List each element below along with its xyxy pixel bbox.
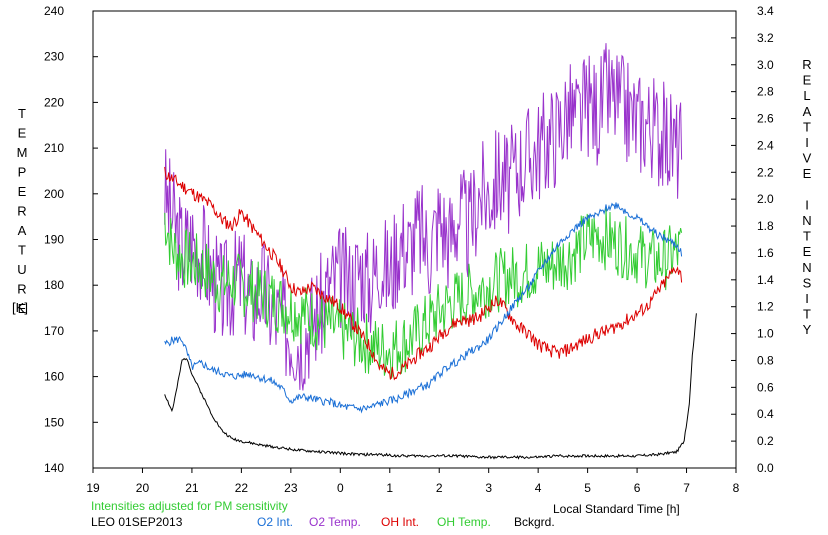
- left-tick-label: 230: [44, 50, 64, 64]
- right-tick-label: 1.0: [757, 327, 774, 341]
- right-tick-label: 0.6: [757, 380, 774, 394]
- left-tick-label: 140: [44, 461, 64, 475]
- right-axis-label-letter: E: [803, 244, 812, 259]
- right-tick-label: 2.2: [757, 165, 774, 179]
- series-layer: [164, 43, 697, 460]
- legend-oh-int: OH Int.: [381, 515, 420, 529]
- x-tick-label: 6: [634, 481, 641, 495]
- left-tick-label: 170: [44, 324, 64, 338]
- right-axis-label-letter: R: [802, 57, 811, 72]
- series-line-oh-temp: [164, 208, 683, 379]
- right-axis-label-letter: N: [802, 213, 811, 228]
- x-tick-label: 23: [284, 481, 298, 495]
- left-axis-label-letter: U: [17, 262, 26, 277]
- right-tick-label: 2.0: [757, 192, 774, 206]
- series-line-o2-temp: [164, 43, 683, 391]
- x-axis-label: Local Standard Time [h]: [553, 502, 680, 516]
- left-axis-label-letter: P: [18, 165, 27, 180]
- right-tick-label: 2.8: [757, 85, 774, 99]
- right-tick-label: 2.6: [757, 112, 774, 126]
- left-tick-label: 160: [44, 370, 64, 384]
- left-axis-label-letter: T: [18, 106, 26, 121]
- left-tick-label: 190: [44, 233, 64, 247]
- x-axis: 19 20 21 22 23 0 1 2 3 4 5 6 7 8: [86, 468, 740, 495]
- x-tick-label: 19: [86, 481, 100, 495]
- left-tick-label: 180: [44, 278, 64, 292]
- right-axis-label-letter: I: [805, 135, 809, 150]
- left-axis-label-letter: E: [18, 126, 27, 141]
- right-tick-label: 1.6: [757, 246, 774, 260]
- right-axis-label-letter: I: [805, 291, 809, 306]
- x-tick-label: 2: [436, 481, 443, 495]
- right-tick-label: 1.4: [757, 273, 774, 287]
- legend-o2-int: O2 Int.: [257, 515, 294, 529]
- x-tick-label: 5: [584, 481, 591, 495]
- right-axis-label-letter: L: [803, 88, 810, 103]
- right-axis-label-letter: T: [803, 229, 811, 244]
- right-axis: 0.0 0.2 0.4 0.6 0.8 1.0 1.2 1.4 1.6 1.8 2.0 2.2 2.4 2…: [731, 4, 774, 475]
- right-axis-label-letter: I: [805, 197, 809, 212]
- right-axis-label-letter: E: [803, 166, 812, 181]
- left-axis-label-letter: R: [17, 282, 26, 297]
- x-tick-label: 20: [136, 481, 150, 495]
- series-line-o2-int: [164, 202, 683, 414]
- right-axis-label-letter: A: [803, 104, 812, 119]
- series-line-bckgrd: [164, 313, 697, 460]
- right-axis-label-letter: N: [802, 260, 811, 275]
- right-axis-label-letter: T: [803, 307, 811, 322]
- adjust-note: Intensities adjusted for PM sensitivity: [91, 499, 288, 513]
- right-axis-label-letter: T: [803, 119, 811, 134]
- right-tick-label: 0.2: [757, 434, 774, 448]
- left-tick-label: 240: [44, 4, 64, 18]
- left-axis-label-letter: E: [18, 301, 27, 316]
- x-tick-label: 4: [535, 481, 542, 495]
- left-axis-label-letter: M: [17, 145, 28, 160]
- right-tick-label: 3.2: [757, 31, 774, 45]
- legend-bckgrd: Bckgrd.: [514, 515, 555, 529]
- left-axis-label-letter: T: [18, 243, 26, 258]
- right-axis-label-letter: E: [803, 73, 812, 88]
- right-axis-label-letter: Y: [803, 322, 812, 337]
- left-axis: 140 150 160 170 180 190 200 210 220 230 240: [44, 4, 98, 475]
- right-tick-label: 0.0: [757, 461, 774, 475]
- right-tick-label: 1.8: [757, 219, 774, 233]
- x-tick-label: 3: [485, 481, 492, 495]
- left-axis-unit: [K]: [12, 300, 28, 315]
- x-tick-label: 22: [235, 481, 249, 495]
- station-date: LEO 01SEP2013: [91, 515, 183, 529]
- x-tick-label: 7: [683, 481, 690, 495]
- x-tick-label: 1: [386, 481, 393, 495]
- right-axis-label-letter: S: [803, 275, 812, 290]
- left-axis-label-letter: A: [18, 223, 27, 238]
- left-tick-label: 150: [44, 415, 64, 429]
- left-tick-label: 210: [44, 141, 64, 155]
- left-axis-label-letter: R: [17, 204, 26, 219]
- right-tick-label: 2.4: [757, 138, 774, 152]
- x-tick-label: 21: [185, 481, 199, 495]
- left-tick-label: 220: [44, 95, 64, 109]
- x-tick-label: 8: [733, 481, 740, 495]
- right-tick-label: 3.4: [757, 4, 774, 18]
- legend-o2-temp: O2 Temp.: [309, 515, 361, 529]
- right-tick-label: 0.4: [757, 407, 774, 421]
- x-tick-label: 0: [337, 481, 344, 495]
- right-axis-label-letter: V: [803, 151, 812, 166]
- left-tick-label: 200: [44, 187, 64, 201]
- right-tick-label: 0.8: [757, 353, 774, 367]
- left-axis-label-letter: E: [18, 184, 27, 199]
- right-tick-label: 1.2: [757, 300, 774, 314]
- legend-oh-temp: OH Temp.: [437, 515, 491, 529]
- right-tick-label: 3.0: [757, 58, 774, 72]
- series-line-oh-int: [164, 166, 683, 381]
